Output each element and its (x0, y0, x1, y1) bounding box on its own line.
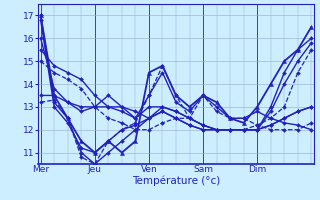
X-axis label: Température (°c): Température (°c) (132, 176, 220, 186)
